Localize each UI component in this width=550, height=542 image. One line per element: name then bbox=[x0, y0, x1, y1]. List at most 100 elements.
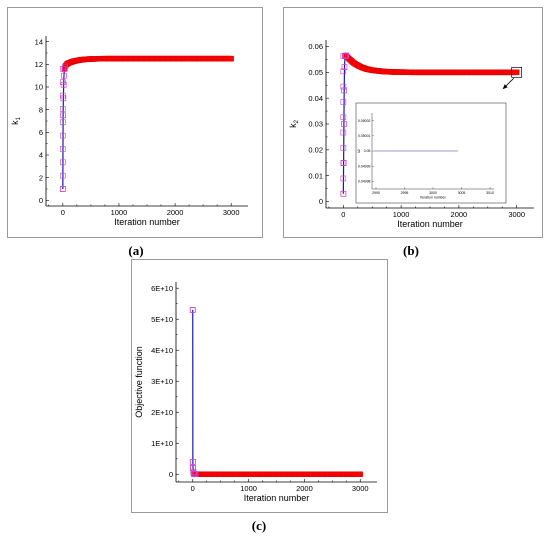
x-tick-label: 2000 bbox=[296, 484, 313, 493]
y-tick-label: 6E+10 bbox=[151, 284, 173, 293]
chart-panel-a: 0 1000 2000 3000 0 2 4 6 8 10 12 14 Iteration number… bbox=[7, 7, 263, 238]
caption-a: (a) bbox=[128, 243, 144, 258]
data-point bbox=[60, 119, 66, 126]
data-point bbox=[60, 186, 66, 192]
inset-x-axis-title: Iteration number bbox=[420, 196, 446, 200]
y-tick-label: 3E+10 bbox=[151, 377, 173, 386]
caption-b: (b) bbox=[403, 243, 419, 258]
data-point bbox=[343, 52, 350, 59]
data-point bbox=[60, 112, 66, 119]
data-point bbox=[340, 68, 347, 75]
inset-y-tick-label: 0.04999 bbox=[358, 164, 371, 168]
y-tick-label: 0 bbox=[319, 197, 323, 206]
y-tick-label: 0 bbox=[169, 470, 173, 479]
zoom-box bbox=[511, 66, 523, 78]
data-point bbox=[189, 307, 196, 313]
data-point bbox=[228, 55, 234, 62]
y-tick-label: 4E+10 bbox=[151, 346, 173, 355]
data-point bbox=[357, 471, 363, 477]
data-point bbox=[340, 160, 347, 166]
y-axis-title: Objective function bbox=[134, 346, 144, 418]
inset-x-tick-label: 2990 bbox=[372, 191, 380, 195]
y-tick-label: 4 bbox=[39, 151, 43, 160]
data-point bbox=[61, 72, 67, 79]
chart-a: 0 1000 2000 3000 0 2 4 6 8 10 12 14 Iteration number… bbox=[10, 36, 248, 227]
data-point bbox=[192, 471, 199, 478]
y-tick-label: 0.04 bbox=[308, 94, 323, 103]
y-tick-label: 0.03 bbox=[308, 120, 323, 129]
y-tick-label: 0.02 bbox=[308, 145, 323, 154]
data-point bbox=[340, 114, 347, 121]
x-tick-label: 1000 bbox=[240, 484, 257, 493]
early-markers bbox=[189, 307, 199, 478]
y-tick-label: 8 bbox=[39, 105, 43, 114]
data-point bbox=[60, 132, 66, 139]
y-tick-label: 1E+10 bbox=[151, 439, 173, 448]
data-point bbox=[60, 172, 66, 179]
data-point bbox=[341, 121, 347, 127]
inset-y-axis-title: k2 bbox=[357, 149, 361, 153]
series-markers bbox=[61, 55, 234, 72]
inset-y-tick-label: 0.05001 bbox=[358, 134, 371, 138]
y-axis-title-main: k bbox=[10, 120, 20, 125]
x-tick-label: 1000 bbox=[393, 210, 410, 219]
inset-y-tick-label: 0.04998 bbox=[358, 180, 371, 184]
y-tick-label: 0.06 bbox=[308, 42, 323, 51]
zoom-arrow-line bbox=[504, 78, 514, 88]
data-point bbox=[60, 159, 66, 166]
data-point bbox=[60, 79, 66, 86]
inset-x-tick-label: 3000 bbox=[429, 191, 437, 195]
chart-c: 0 1000 2000 3000 0 1E+10 2E+10 3E+10 4E+10 5E+10 6… bbox=[134, 282, 377, 503]
x-axis-title: Iteration number bbox=[397, 219, 463, 229]
data-point bbox=[341, 87, 348, 94]
data-point bbox=[340, 175, 347, 182]
y-tick-label: 2E+10 bbox=[151, 408, 173, 417]
data-point bbox=[189, 465, 196, 471]
x-tick-label: 0 bbox=[191, 484, 195, 493]
inset-y-tick-label: 0.05002 bbox=[358, 119, 371, 123]
zoom-arrow-head bbox=[502, 84, 508, 90]
x-tick-label: 3000 bbox=[223, 208, 240, 217]
data-point bbox=[340, 145, 347, 151]
inset-x-tick-label: 3005 bbox=[458, 191, 466, 195]
data-point bbox=[60, 92, 66, 99]
early-markers bbox=[340, 52, 350, 197]
y-tick-label: 5E+10 bbox=[151, 315, 173, 324]
caption-c: (c) bbox=[251, 518, 267, 533]
data-point bbox=[340, 190, 347, 197]
early-markers bbox=[59, 63, 68, 192]
y-axis-title-sub: 1 bbox=[16, 116, 22, 120]
y-tick-label: 14 bbox=[35, 37, 43, 46]
y-tick-label: 2 bbox=[39, 173, 43, 182]
data-point bbox=[513, 69, 520, 76]
data-point bbox=[189, 458, 196, 465]
series-line bbox=[62, 58, 232, 190]
series-markers bbox=[342, 52, 520, 76]
x-axis-title: Iteration number bbox=[114, 217, 180, 227]
inset-frame bbox=[355, 102, 507, 204]
series-markers bbox=[191, 471, 363, 477]
y-tick-label: 0.05 bbox=[308, 68, 323, 77]
data-point bbox=[60, 106, 66, 112]
y-tick-label: 12 bbox=[35, 60, 43, 69]
y-axis-title: k1 bbox=[10, 116, 22, 125]
y-tick-label: 6 bbox=[39, 128, 43, 137]
y-axis-title-sub: 2 bbox=[294, 119, 300, 123]
inset-y-tick-label: 0.05 bbox=[364, 149, 371, 153]
y-tick-label: 0 bbox=[39, 196, 43, 205]
chart-panel-c: 0 1000 2000 3000 0 1E+10 2E+10 3E+10 4E+10 5E+10 6… bbox=[131, 259, 388, 513]
y-tick-label: 10 bbox=[35, 83, 43, 92]
x-tick-label: 1000 bbox=[111, 208, 128, 217]
data-point bbox=[60, 66, 66, 72]
x-tick-label: 2000 bbox=[167, 208, 184, 217]
y-axis-title: k2 bbox=[288, 119, 300, 128]
x-axis-title: Iteration number bbox=[244, 493, 310, 503]
series-line bbox=[192, 309, 361, 475]
x-tick-label: 3000 bbox=[352, 484, 369, 493]
data-point bbox=[340, 53, 347, 59]
y-tick-label: 0.01 bbox=[308, 171, 323, 180]
x-tick-label: 0 bbox=[341, 210, 345, 219]
x-tick-label: 2000 bbox=[451, 210, 468, 219]
x-tick-label: 0 bbox=[61, 208, 65, 217]
data-point bbox=[340, 83, 347, 90]
